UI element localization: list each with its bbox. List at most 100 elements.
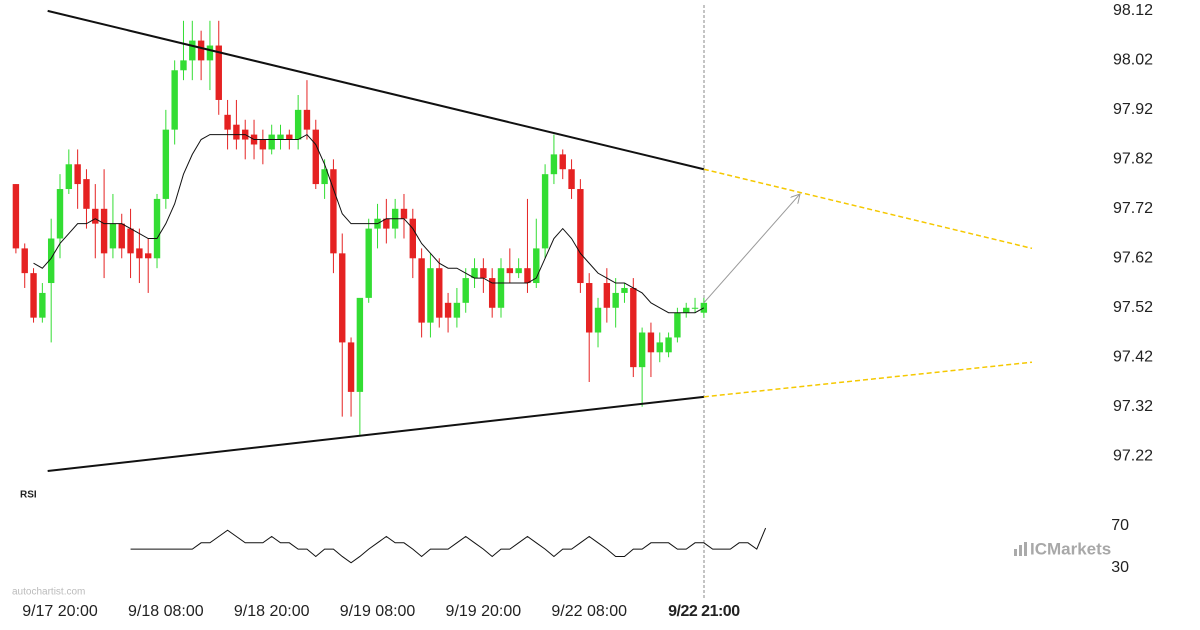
candle-body (294, 109, 302, 140)
candle-body (647, 332, 655, 353)
candle-body (145, 253, 152, 259)
candle-body (197, 40, 205, 61)
candle-body (691, 307, 699, 309)
candle-body (277, 134, 284, 140)
candle-body (127, 228, 134, 254)
candle-body (47, 238, 55, 284)
candle-body (12, 184, 20, 249)
candle-body (286, 134, 293, 140)
y-tick-label: 97.72 (1113, 200, 1153, 217)
candle-body (497, 268, 505, 308)
x-tick-label: 9/19 08:00 (340, 603, 416, 620)
rsi-y-tick-label: 30 (1111, 559, 1129, 576)
candle-body (74, 164, 81, 185)
candle-body (136, 248, 143, 259)
rsi-line (130, 527, 767, 564)
candle-body (321, 169, 328, 185)
candle-body (303, 109, 311, 130)
candle-body (30, 273, 37, 318)
candle-body (533, 248, 540, 284)
x-tick-label: 9/22 21:00 (668, 603, 740, 620)
candle-body (189, 40, 196, 61)
candle-body (409, 218, 416, 259)
candle-body (603, 283, 611, 308)
candle-body (638, 332, 646, 368)
candle-body (488, 278, 496, 308)
candle-body (515, 268, 522, 274)
y-tick-label: 97.22 (1113, 447, 1153, 464)
candle-body (365, 228, 372, 298)
candle-body (471, 268, 478, 279)
projection-line (703, 168, 1033, 250)
x-tick-label: 9/22 08:00 (551, 603, 627, 620)
candle-body (630, 287, 637, 368)
candle-body (665, 337, 672, 353)
candle-body (436, 268, 443, 318)
candle-body (621, 287, 628, 293)
rsi-label: RSI (20, 490, 37, 501)
y-tick-label: 97.42 (1113, 348, 1153, 365)
candle-body (206, 45, 214, 61)
trend-line (47, 395, 704, 473)
candle-body (92, 208, 99, 224)
x-tick-label: 9/19 20:00 (446, 603, 522, 620)
candle-body (233, 124, 240, 140)
candle-body (577, 189, 584, 284)
candle-body (559, 154, 566, 170)
candle-body (480, 268, 487, 279)
candle-body (418, 258, 425, 323)
projection-line (703, 361, 1033, 398)
x-tick-label: 9/17 20:00 (22, 603, 98, 620)
candle-body (180, 60, 187, 71)
candle-body (65, 164, 73, 190)
candle-body (56, 189, 64, 239)
candle-body (224, 114, 231, 130)
candle-body (656, 342, 663, 353)
y-tick-label: 97.62 (1113, 250, 1153, 267)
y-tick-label: 98.02 (1113, 52, 1153, 69)
y-tick-label: 97.82 (1113, 151, 1153, 168)
candle-body (339, 253, 346, 343)
candle-body (462, 278, 469, 303)
candle-body (21, 248, 28, 274)
rsi-y-tick-label: 70 (1111, 517, 1129, 534)
candle-body (153, 198, 161, 259)
candle-body (312, 129, 319, 185)
y-tick-label: 97.32 (1113, 398, 1153, 415)
candle-body (444, 302, 452, 318)
candle-body (215, 45, 222, 100)
candle-body (100, 208, 108, 254)
candle-body (524, 268, 531, 284)
candle-body (39, 292, 46, 318)
x-tick-label: 9/18 20:00 (234, 603, 310, 620)
candle-body (171, 70, 178, 130)
candle-body (427, 268, 434, 323)
candle-body (612, 292, 619, 308)
candle-body (594, 307, 602, 333)
candle-body (674, 312, 681, 338)
candle-body (568, 169, 575, 190)
candle-body (400, 208, 408, 219)
candle-body (259, 139, 267, 150)
candle-body (356, 297, 364, 392)
x-tick-label: 9/18 08:00 (128, 603, 204, 620)
candle-body (109, 223, 117, 249)
moving-average (33, 133, 705, 314)
y-tick-label: 98.12 (1113, 2, 1153, 19)
watermark: autochartist.com (12, 587, 85, 598)
y-tick-label: 97.52 (1113, 299, 1153, 316)
y-tick-label: 97.92 (1113, 101, 1153, 118)
candle-body (506, 268, 514, 274)
trend-line (47, 9, 705, 171)
candle-body (118, 223, 125, 249)
logo: ICMarkets (1030, 539, 1111, 558)
candle-body (453, 302, 461, 318)
candle-body (683, 307, 690, 313)
logo-icon (1014, 542, 1027, 556)
candle-body (83, 179, 90, 209)
forecast-arrow (703, 194, 800, 304)
candle-body (541, 174, 549, 249)
candle-body (330, 169, 337, 254)
candle-body (586, 283, 593, 333)
